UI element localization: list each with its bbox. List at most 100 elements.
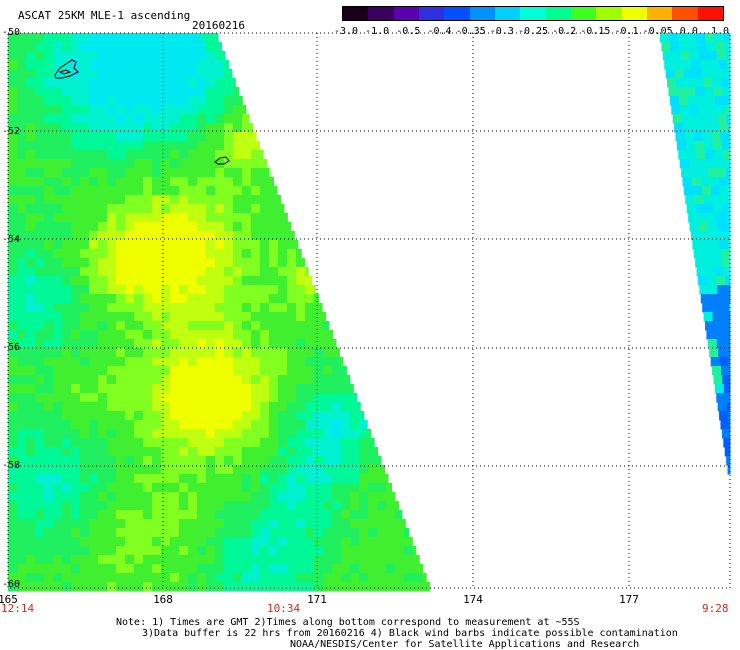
swath-cell — [350, 447, 360, 457]
swath-cell — [726, 456, 731, 466]
swath-cell — [704, 87, 714, 97]
swath-cell — [719, 186, 730, 196]
swath-cell — [35, 357, 45, 367]
swath-cell — [206, 105, 216, 115]
swath-cell — [116, 141, 126, 151]
swath-cell — [718, 294, 729, 304]
swath-cell — [170, 537, 180, 547]
swath-cell — [341, 456, 351, 466]
swath-cell — [125, 42, 135, 52]
swath-cell — [260, 582, 270, 592]
swath-cell — [125, 348, 135, 358]
swath-cell — [260, 168, 270, 178]
swath-cell — [161, 564, 171, 574]
swath-cell — [724, 213, 731, 223]
swath-cell — [134, 150, 144, 160]
swath-cell — [233, 375, 243, 385]
swath-cell — [179, 105, 189, 115]
swath-cell — [26, 483, 36, 493]
swath-cell — [62, 150, 72, 160]
colorbar-segment — [368, 7, 394, 20]
swath-cell — [71, 357, 81, 367]
swath-cell — [8, 564, 18, 574]
swath-cell — [152, 510, 162, 520]
swath-cell — [62, 348, 72, 358]
swath-cell — [143, 519, 153, 529]
swath-cell — [107, 492, 117, 502]
swath-cell — [296, 438, 306, 448]
swath-cell — [116, 429, 126, 439]
swath-cell — [71, 384, 81, 394]
swath-cell — [53, 456, 63, 466]
swath-cell — [233, 303, 243, 313]
swath-cell — [170, 555, 180, 565]
swath-cell — [62, 420, 72, 430]
swath-cell — [107, 69, 117, 79]
swath-cell — [80, 582, 90, 592]
swath-cell — [134, 573, 144, 583]
swath-cell — [53, 51, 63, 61]
swath-cell — [701, 69, 712, 79]
swath-cell — [314, 501, 324, 511]
swath-cell — [690, 168, 700, 178]
swath-cell — [332, 564, 342, 574]
swath-cell — [233, 384, 243, 394]
swath-cell — [107, 204, 117, 214]
swath-cell — [332, 519, 342, 529]
swath-cell — [377, 519, 387, 529]
swath-cell — [233, 366, 243, 376]
swath-cell — [35, 438, 45, 448]
swath-cell — [17, 537, 27, 547]
swath-cell — [26, 132, 36, 142]
swath-cell — [206, 204, 216, 214]
swath-cell — [17, 87, 27, 97]
swath-cell — [107, 294, 117, 304]
swath-cell — [8, 87, 18, 97]
swath-cell — [170, 375, 180, 385]
swath-cell — [26, 510, 36, 520]
swath-cell — [179, 42, 189, 52]
swath-cell — [62, 330, 72, 340]
swath-cell — [305, 483, 315, 493]
swath-cell — [696, 33, 706, 43]
swath-cell — [233, 132, 243, 142]
swath-cell — [314, 456, 324, 466]
swath-cell — [17, 465, 27, 475]
swath-cell — [26, 78, 36, 88]
swath-cell — [224, 573, 234, 583]
swath-cell — [161, 537, 171, 547]
swath-cell — [716, 51, 727, 61]
swath-cell — [170, 105, 180, 115]
swath-cell — [71, 33, 81, 43]
swath-cell — [62, 573, 72, 583]
swath-cell — [125, 294, 135, 304]
swath-cell — [269, 555, 279, 565]
swath-cell — [224, 312, 234, 322]
swath-cell — [314, 510, 324, 520]
swath-cell — [707, 339, 718, 349]
swath-cell — [17, 249, 27, 259]
swath-cell — [17, 150, 27, 160]
swath-cell — [62, 357, 72, 367]
swath-cell — [53, 501, 63, 511]
swath-cell — [26, 249, 36, 259]
swath-cell — [278, 384, 288, 394]
swath-cell — [80, 69, 90, 79]
swath-cell — [71, 348, 81, 358]
swath-cell — [116, 321, 126, 331]
swath-cell — [713, 375, 723, 385]
swath-cell — [98, 411, 108, 421]
swath-cell — [161, 375, 171, 385]
swath-cell — [35, 366, 45, 376]
swath-cell — [89, 573, 99, 583]
swath-cell — [161, 429, 171, 439]
swath-cell — [323, 357, 333, 367]
swath-cell — [17, 141, 27, 151]
swath-cell — [296, 546, 306, 556]
swath-cell — [287, 348, 297, 358]
swath-cell — [107, 582, 117, 592]
swath-cell — [98, 258, 108, 268]
swath-cell — [296, 303, 306, 313]
swath-cell — [724, 159, 731, 169]
swath-cell — [152, 294, 162, 304]
